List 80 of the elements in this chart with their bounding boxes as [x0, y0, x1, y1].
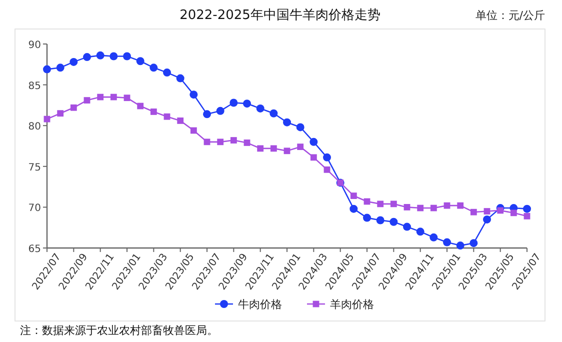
point — [483, 215, 491, 224]
text: 注：数据来源于农业农村部畜牧兽医局。 — [20, 324, 218, 337]
point — [230, 98, 238, 107]
point — [270, 145, 277, 152]
point — [256, 104, 264, 112]
point — [390, 200, 397, 208]
point — [243, 100, 251, 108]
point — [150, 64, 158, 72]
point — [523, 204, 531, 213]
point — [377, 200, 384, 208]
chart-subtitle: 单位：元/公斤 — [475, 9, 545, 22]
point — [324, 166, 330, 173]
point — [110, 94, 117, 100]
point — [164, 113, 170, 120]
point — [204, 138, 210, 146]
legend-label: 羊肉价格 — [330, 298, 374, 311]
point — [310, 138, 318, 146]
y-tick-label: 85 — [28, 80, 41, 92]
point — [44, 116, 50, 122]
point — [310, 154, 317, 161]
point — [137, 102, 144, 110]
point — [456, 242, 464, 250]
point — [443, 238, 451, 246]
legend-label: 牛肉价格 — [238, 298, 282, 311]
point — [416, 228, 424, 236]
y-tick-label: 75 — [28, 162, 41, 174]
point — [430, 204, 437, 212]
point — [297, 144, 304, 150]
point — [390, 218, 398, 226]
point — [83, 53, 91, 62]
point — [417, 204, 424, 212]
y-tick-label: 90 — [28, 40, 41, 51]
point — [444, 202, 450, 209]
point — [190, 90, 198, 99]
point — [150, 108, 157, 115]
point — [123, 52, 131, 60]
point — [124, 94, 130, 102]
point — [457, 202, 464, 209]
y-tick-label: 80 — [28, 122, 41, 133]
point — [430, 233, 438, 242]
chart-title: 2022-2025年中国牛羊肉价格走势 — [180, 8, 380, 23]
point — [43, 65, 51, 74]
point — [497, 207, 504, 214]
point — [97, 94, 104, 100]
point — [203, 110, 211, 118]
point — [177, 118, 184, 124]
point — [110, 52, 118, 60]
point — [136, 57, 144, 66]
point — [363, 214, 371, 222]
point — [70, 58, 78, 66]
point — [484, 208, 490, 214]
point — [257, 145, 264, 152]
y-tick-label: 70 — [28, 203, 41, 214]
point — [296, 123, 304, 132]
point — [270, 109, 278, 118]
point — [524, 212, 530, 220]
point — [163, 68, 171, 77]
point — [283, 118, 291, 126]
point — [56, 64, 64, 72]
point — [323, 153, 331, 162]
point — [376, 216, 384, 224]
point — [70, 104, 77, 111]
point — [84, 97, 90, 104]
point — [57, 110, 64, 117]
y-tick-label: 65 — [28, 244, 41, 255]
point — [284, 148, 290, 154]
point — [176, 74, 184, 82]
point — [510, 210, 517, 216]
point — [403, 222, 411, 231]
point — [190, 127, 197, 134]
point — [350, 192, 357, 199]
point — [230, 137, 237, 144]
point — [244, 140, 250, 146]
point — [96, 51, 104, 60]
point — [404, 204, 410, 210]
point — [216, 106, 224, 115]
point — [217, 138, 224, 146]
point — [350, 204, 358, 213]
point — [470, 208, 477, 216]
point — [470, 239, 478, 248]
